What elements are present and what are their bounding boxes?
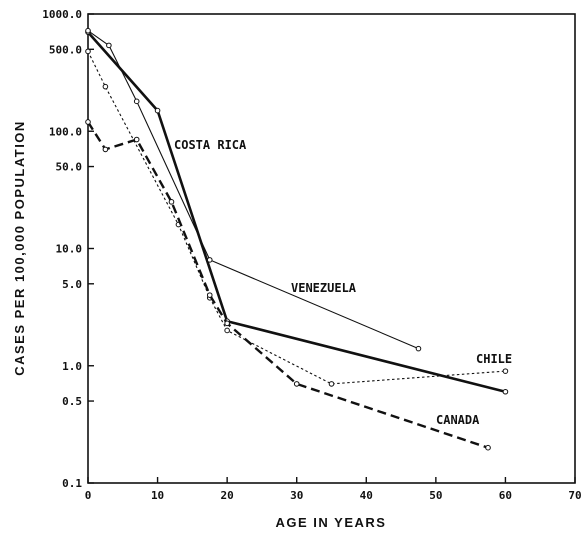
data-point-canada — [485, 444, 491, 451]
y-tick-label: 10.0 — [56, 243, 83, 256]
data-point-venezuela — [85, 27, 91, 34]
y-tick-label: 1000.0 — [42, 8, 82, 21]
series-label-venezuela: VENEZUELA — [291, 281, 357, 295]
series-line-venezuela — [87, 30, 419, 350]
data-point-canada — [224, 320, 230, 327]
y-tick-label: 1.0 — [62, 360, 82, 373]
data-point-venezuela — [206, 257, 213, 263]
series-line-canada — [86, 121, 489, 449]
y-tick-label: 500.0 — [49, 43, 82, 56]
data-point-canada — [133, 136, 140, 143]
x-tick-label: 0 — [85, 489, 92, 502]
series-line-costa-rica — [87, 31, 506, 394]
data-point-chile — [502, 368, 509, 374]
x-axis-title: AGE IN YEARS — [276, 515, 387, 530]
data-point-canada — [85, 119, 91, 125]
x-tick-label: 50 — [429, 489, 442, 502]
data-point-costa-rica — [502, 388, 509, 395]
y-tick-label: 100.0 — [49, 125, 82, 138]
x-tick-label: 70 — [568, 489, 581, 502]
series-label-canada: CANADA — [436, 413, 480, 427]
x-tick-label: 20 — [221, 489, 234, 502]
y-tick-label: 0.1 — [62, 477, 82, 490]
series-label-chile: CHILE — [476, 352, 512, 366]
data-point-chile — [328, 381, 335, 387]
series-layer — [85, 27, 509, 451]
x-axis-ticks: 0 10 20 30 40 50 60 70 — [85, 477, 582, 502]
series-label-costa-rica: COSTA RICA — [174, 138, 247, 152]
y-axis-ticks: 0.1 0.5 1.0 5.0 10.0 50.0 100.0 500.0 1000.0 — [42, 8, 94, 490]
y-tick-label: 5.0 — [62, 278, 82, 291]
data-point-canada — [206, 292, 213, 298]
data-point-venezuela — [133, 98, 140, 105]
data-point-chile — [102, 83, 109, 90]
y-tick-label: 50.0 — [56, 161, 83, 174]
data-point-canada — [168, 199, 175, 205]
data-point-venezuela — [415, 345, 422, 352]
data-point-costa-rica — [154, 107, 161, 114]
plot-frame — [87, 13, 576, 484]
data-point-canada — [293, 381, 300, 387]
data-point-chile — [224, 327, 230, 334]
y-tick-label: 0.5 — [62, 395, 82, 408]
data-point-canada — [102, 146, 109, 153]
data-point-venezuela — [106, 42, 112, 49]
data-point-chile — [85, 48, 91, 55]
x-tick-label: 40 — [360, 489, 373, 502]
x-tick-label: 10 — [151, 489, 164, 502]
x-tick-label: 30 — [290, 489, 303, 502]
y-axis-title: CASES PER 100,000 POPULATION — [12, 120, 27, 376]
x-tick-label: 60 — [499, 489, 512, 502]
